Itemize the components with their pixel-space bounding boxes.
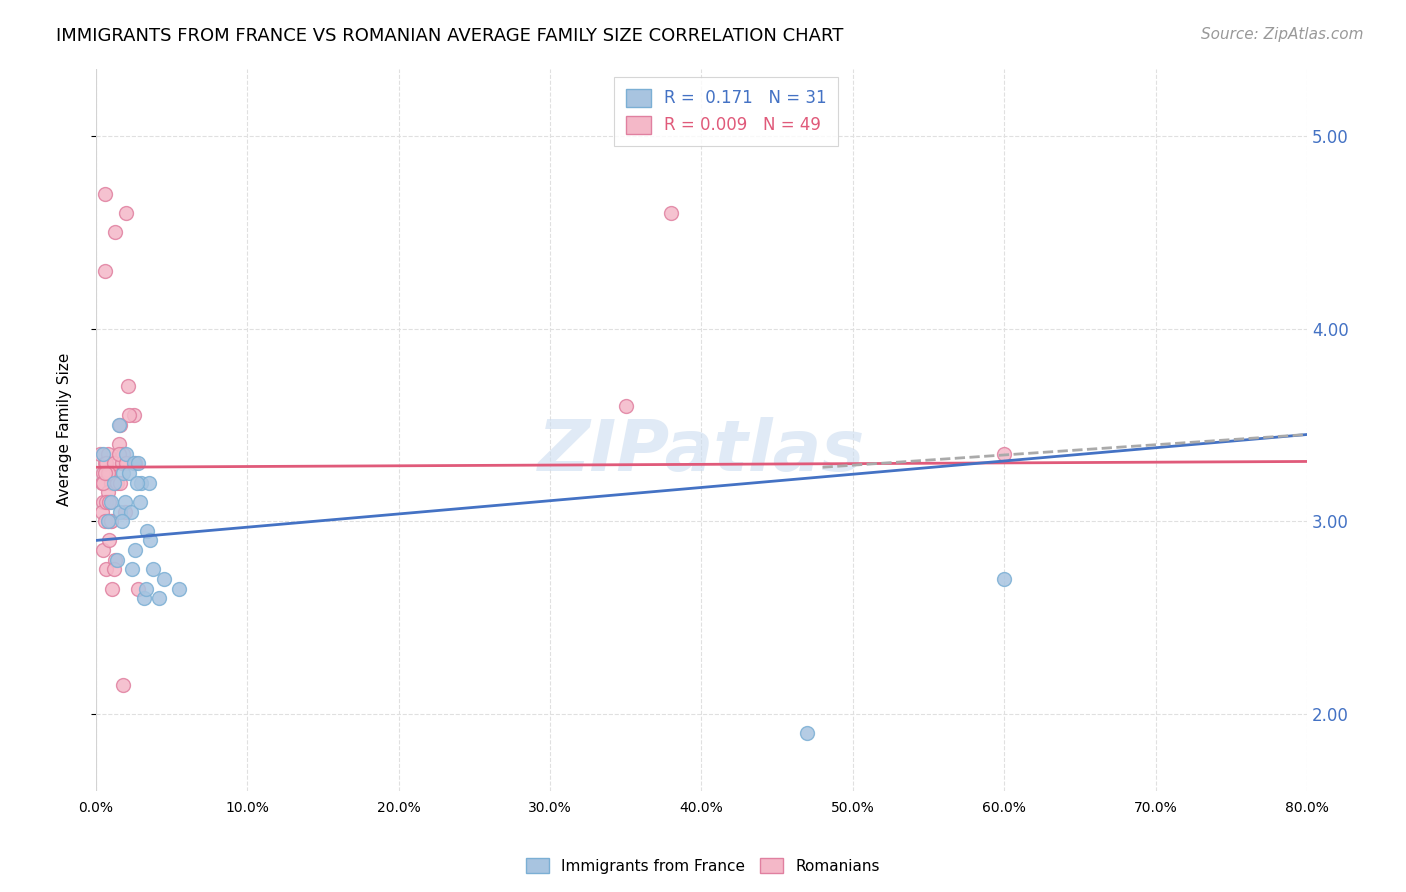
Point <box>124 543 146 558</box>
Point <box>112 447 135 461</box>
Point <box>107 437 129 451</box>
Point <box>115 456 138 470</box>
Point <box>115 447 138 461</box>
Point <box>614 399 637 413</box>
Point <box>103 456 125 470</box>
Legend: R =  0.171   N = 31, R = 0.009   N = 49: R = 0.171 N = 31, R = 0.009 N = 49 <box>614 77 838 146</box>
Text: ZIPatlas: ZIPatlas <box>537 417 865 486</box>
Point <box>94 456 117 470</box>
Point <box>128 495 150 509</box>
Point <box>100 475 122 490</box>
Point <box>100 514 122 528</box>
Point <box>107 447 129 461</box>
Point <box>135 582 157 596</box>
Point <box>993 572 1015 586</box>
Point <box>127 582 149 596</box>
Point <box>94 264 117 278</box>
Point <box>138 475 160 490</box>
Point <box>118 466 141 480</box>
Point <box>96 562 118 576</box>
Legend: Immigrants from France, Romanians: Immigrants from France, Romanians <box>520 852 886 880</box>
Y-axis label: Average Family Size: Average Family Size <box>58 353 72 507</box>
Point <box>110 456 132 470</box>
Point <box>93 495 115 509</box>
Point <box>98 466 121 480</box>
Point <box>93 475 115 490</box>
Point <box>90 504 112 518</box>
Point <box>97 514 120 528</box>
Text: IMMIGRANTS FROM FRANCE VS ROMANIAN AVERAGE FAMILY SIZE CORRELATION CHART: IMMIGRANTS FROM FRANCE VS ROMANIAN AVERA… <box>56 27 844 45</box>
Point <box>94 514 117 528</box>
Point <box>117 379 139 393</box>
Point <box>108 475 131 490</box>
Point <box>94 466 117 480</box>
Point <box>110 514 132 528</box>
Point <box>97 514 120 528</box>
Point <box>107 417 129 432</box>
Point <box>103 562 125 576</box>
Point <box>103 475 125 490</box>
Point <box>96 456 118 470</box>
Point <box>136 524 159 538</box>
Point <box>93 543 115 558</box>
Point <box>97 447 120 461</box>
Text: Source: ZipAtlas.com: Source: ZipAtlas.com <box>1201 27 1364 42</box>
Point <box>120 504 142 518</box>
Point <box>118 409 141 423</box>
Point <box>124 456 146 470</box>
Point <box>153 572 176 586</box>
Point <box>101 582 124 596</box>
Point <box>122 409 145 423</box>
Point <box>97 466 120 480</box>
Point <box>115 206 138 220</box>
Point <box>148 591 170 606</box>
Point <box>97 485 120 500</box>
Point <box>993 447 1015 461</box>
Point <box>112 466 135 480</box>
Point <box>105 475 128 490</box>
Point <box>122 456 145 470</box>
Point <box>93 466 115 480</box>
Point <box>104 225 127 239</box>
Point <box>121 562 143 576</box>
Point <box>108 417 131 432</box>
Point <box>125 475 148 490</box>
Point <box>98 495 121 509</box>
Point <box>796 726 818 740</box>
Point <box>114 504 136 518</box>
Point <box>114 495 136 509</box>
Point <box>90 475 112 490</box>
Point <box>100 514 122 528</box>
Point <box>167 582 190 596</box>
Point <box>96 495 118 509</box>
Point <box>129 475 152 490</box>
Point <box>134 591 156 606</box>
Point <box>142 562 165 576</box>
Point <box>94 186 117 201</box>
Point <box>112 678 135 692</box>
Point <box>98 533 121 548</box>
Point <box>108 504 131 518</box>
Point <box>89 447 111 461</box>
Point <box>127 456 149 470</box>
Point <box>105 552 128 566</box>
Point <box>104 552 127 566</box>
Point <box>139 533 162 548</box>
Point <box>93 447 115 461</box>
Point <box>100 495 122 509</box>
Point <box>659 206 682 220</box>
